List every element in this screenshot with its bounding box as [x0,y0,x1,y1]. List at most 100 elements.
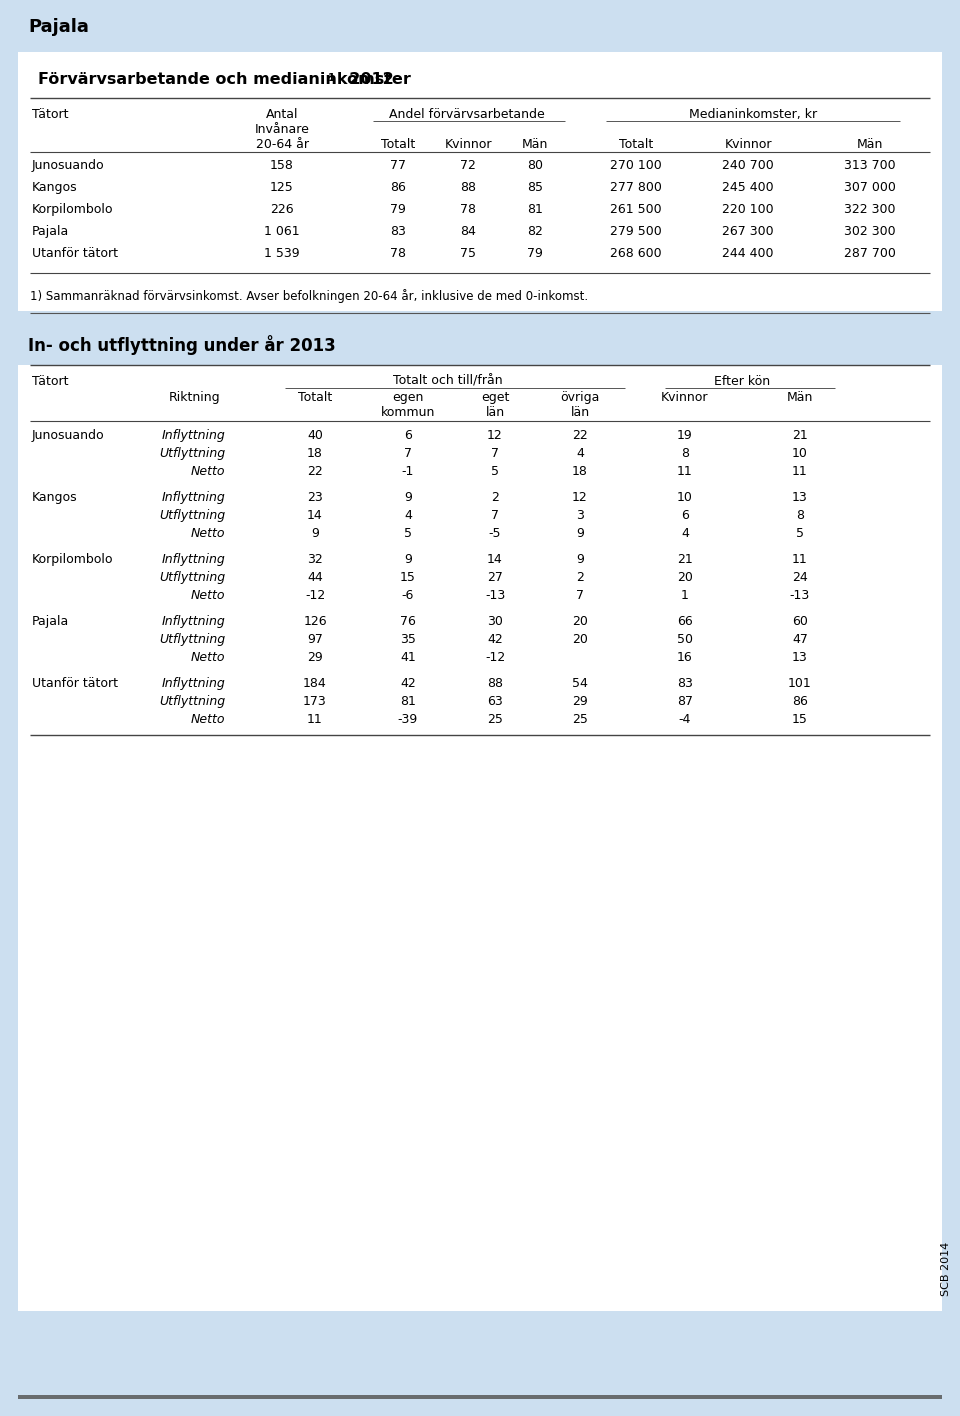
Text: 240 700: 240 700 [722,159,774,171]
Text: 20: 20 [572,633,588,646]
Text: 7: 7 [491,508,499,523]
Text: 30: 30 [487,615,503,629]
Text: 97: 97 [307,633,323,646]
Text: In- och utflyttning under år 2013: In- och utflyttning under år 2013 [28,336,336,355]
Text: 19: 19 [677,429,693,442]
Text: eget
län: eget län [481,391,509,419]
Text: Inflyttning: Inflyttning [161,429,225,442]
Text: 9: 9 [404,491,412,504]
Text: 158: 158 [270,159,294,171]
Text: 60: 60 [792,615,808,629]
Text: -39: -39 [397,714,419,726]
Text: 23: 23 [307,491,323,504]
Text: 20: 20 [677,571,693,583]
Text: 15: 15 [400,571,416,583]
Text: 9: 9 [404,554,412,566]
Text: 27: 27 [487,571,503,583]
Text: 322 300: 322 300 [844,202,896,217]
Text: 15: 15 [792,714,808,726]
Text: Totalt: Totalt [619,137,653,152]
Text: 2: 2 [576,571,584,583]
Text: 313 700: 313 700 [844,159,896,171]
Text: -12: -12 [485,651,505,664]
Text: 267 300: 267 300 [722,225,774,238]
Text: 22: 22 [572,429,588,442]
Text: Totalt: Totalt [381,137,415,152]
Text: Män: Män [857,137,883,152]
Text: 4: 4 [576,447,584,460]
Text: -6: -6 [402,589,414,602]
Text: 18: 18 [572,464,588,479]
Text: 268 600: 268 600 [611,246,661,261]
Text: Antal: Antal [266,108,299,120]
Text: 54: 54 [572,677,588,690]
Text: 86: 86 [390,181,406,194]
Text: 25: 25 [487,714,503,726]
Text: 1 061: 1 061 [264,225,300,238]
Text: Förvärvsarbetande och medianinkomster: Förvärvsarbetande och medianinkomster [38,72,411,86]
Text: -12: -12 [305,589,325,602]
Text: Netto: Netto [190,527,225,539]
Text: 72: 72 [460,159,476,171]
Text: Junosuando: Junosuando [32,429,105,442]
Text: Netto: Netto [190,464,225,479]
Text: 10: 10 [677,491,693,504]
Text: 8: 8 [796,508,804,523]
Text: Pajala: Pajala [32,225,69,238]
Text: Netto: Netto [190,714,225,726]
Text: 13: 13 [792,651,808,664]
Text: Medianinkomster, kr: Medianinkomster, kr [689,108,817,120]
Text: 287 700: 287 700 [844,246,896,261]
Text: 1: 1 [681,589,689,602]
Text: 76: 76 [400,615,416,629]
Text: 16: 16 [677,651,693,664]
Text: Junosuando: Junosuando [32,159,105,171]
Text: 279 500: 279 500 [611,225,661,238]
Text: 302 300: 302 300 [844,225,896,238]
Text: Inflyttning: Inflyttning [161,554,225,566]
Text: -4: -4 [679,714,691,726]
Text: Utflyttning: Utflyttning [158,633,225,646]
Text: 40: 40 [307,429,323,442]
Text: 1) Sammanräknad förvärvsinkomst. Avser befolkningen 20-64 år, inklusive de med 0: 1) Sammanräknad förvärvsinkomst. Avser b… [30,289,588,303]
Text: Utanför tätort: Utanför tätort [32,246,118,261]
Text: 81: 81 [527,202,543,217]
Text: egen
kommun: egen kommun [381,391,435,419]
Bar [18,52,942,576]
Text: 9: 9 [576,527,584,539]
Text: Inflyttning: Inflyttning [161,615,225,629]
Text: 125: 125 [270,181,294,194]
Text: Riktning: Riktning [169,391,221,404]
Text: Korpilombolo: Korpilombolo [32,202,113,217]
Text: -1: -1 [402,464,414,479]
Text: 83: 83 [677,677,693,690]
Text: 86: 86 [792,695,808,708]
Text: SCB 2014: SCB 2014 [941,1242,951,1296]
Text: Korpilombolo: Korpilombolo [32,554,113,566]
Text: 7: 7 [576,589,584,602]
Text: Kvinnor: Kvinnor [724,137,772,152]
Text: Totalt och till/från: Totalt och till/från [393,375,502,388]
Text: 101: 101 [788,677,812,690]
Text: 9: 9 [311,527,319,539]
Text: 75: 75 [460,246,476,261]
Text: 87: 87 [677,695,693,708]
Text: Andel förvärvsarbetande: Andel förvärvsarbetande [389,108,544,120]
Text: 18: 18 [307,447,323,460]
Text: 32: 32 [307,554,323,566]
Text: 29: 29 [307,651,323,664]
Text: Tätort: Tätort [32,375,68,388]
Text: Invånare: Invånare [254,123,309,136]
Text: 66: 66 [677,615,693,629]
Text: 14: 14 [307,508,323,523]
Text: 2: 2 [492,491,499,504]
Text: 307 000: 307 000 [844,181,896,194]
Text: 220 100: 220 100 [722,202,774,217]
Text: 7: 7 [404,447,412,460]
Text: 4: 4 [681,527,689,539]
Text: 277 800: 277 800 [610,181,662,194]
Text: Utflyttning: Utflyttning [158,508,225,523]
Text: 5: 5 [796,527,804,539]
Text: Totalt: Totalt [298,391,332,404]
Text: 5: 5 [491,464,499,479]
